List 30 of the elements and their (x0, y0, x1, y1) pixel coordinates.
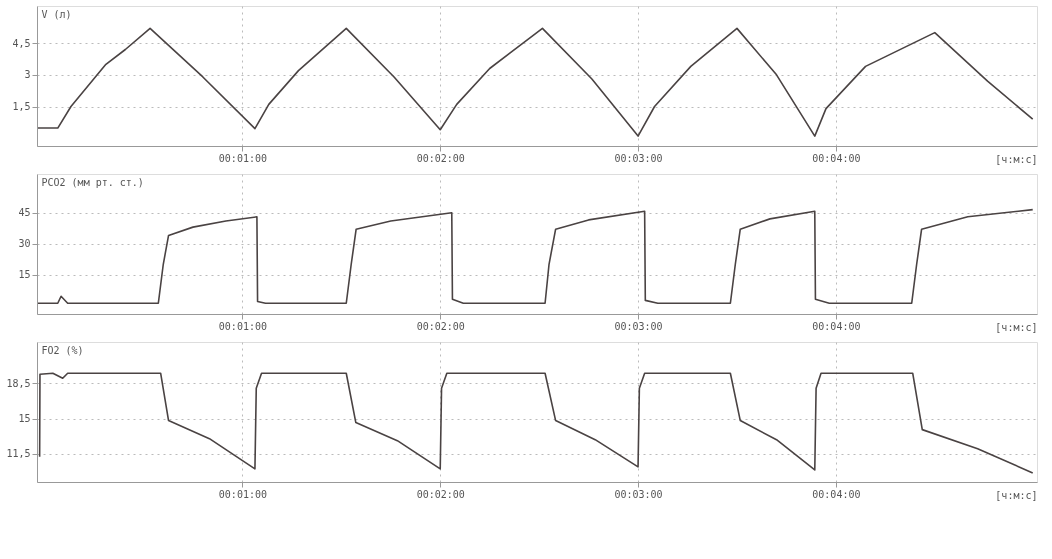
x-tick-label: 00:02:00 (416, 488, 465, 500)
line-series (38, 372, 1034, 474)
x-tick-label: 00:02:00 (416, 152, 465, 164)
y-tick-label: 4,5 (12, 37, 31, 49)
x-axis-title: [ч:м:с] (995, 489, 1038, 501)
y-tick-label: 45 (18, 207, 31, 219)
y-axis-title: PCO2 (мм рт. ст.) (41, 176, 144, 188)
x-tick-label: 00:01:00 (218, 488, 267, 500)
y-tick-label: 30 (18, 238, 31, 250)
x-tick-label: 00:03:00 (614, 488, 663, 500)
x-tick-label: 00:03:00 (614, 320, 663, 332)
x-axis-title: [ч:м:с] (995, 153, 1038, 165)
x-tick-label: 00:03:00 (614, 152, 663, 164)
y-tick-label: 11,5 (6, 448, 31, 460)
y-tick-label: 15 (18, 413, 31, 425)
x-tick-label: 00:04:00 (812, 152, 861, 164)
y-tick-label: 15 (18, 269, 31, 281)
y-axis-title: V (л) (41, 8, 72, 20)
line-series (37, 27, 1034, 137)
x-axis-title: [ч:м:с] (995, 321, 1038, 333)
y-axis-title: FO2 (%) (41, 344, 84, 356)
x-tick-label: 00:02:00 (416, 320, 465, 332)
x-tick-label: 00:04:00 (812, 488, 861, 500)
x-tick-label: 00:01:00 (218, 152, 267, 164)
y-tick-label: 1,5 (12, 101, 31, 113)
x-tick-label: 00:01:00 (218, 320, 267, 332)
y-tick-label: 3 (24, 69, 31, 81)
line-series (37, 208, 1034, 305)
y-tick-label: 18,5 (6, 377, 31, 389)
x-tick-label: 00:04:00 (812, 320, 861, 332)
